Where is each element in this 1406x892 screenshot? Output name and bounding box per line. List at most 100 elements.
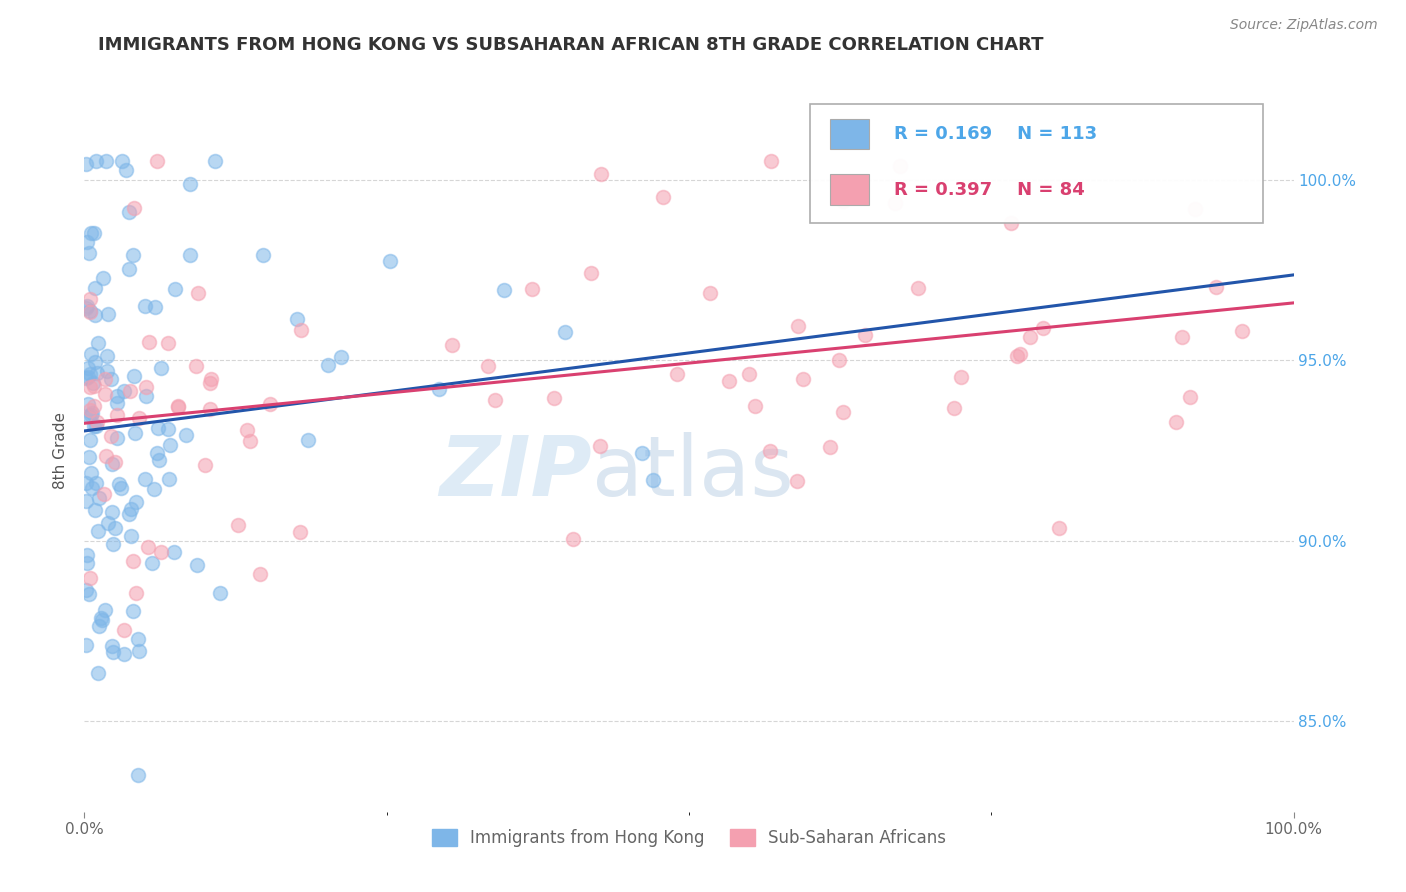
Point (122, 248, 145, 262)
Point (79, 433, 101, 447)
Point (554, 325, 576, 339)
Point (141, 556, 163, 570)
Point (285, 312, 308, 326)
Point (79, 409, 101, 423)
Point (138, 335, 160, 350)
Point (87, 665, 110, 680)
Point (80, 406, 103, 420)
Point (631, 446, 654, 460)
Point (759, 444, 782, 458)
Text: IMMIGRANTS FROM HONG KONG VS SUBSAHARAN AFRICAN 8TH GRADE CORRELATION CHART: IMMIGRANTS FROM HONG KONG VS SUBSAHARAN … (98, 36, 1043, 54)
Point (142, 482, 165, 496)
Point (112, 648, 135, 662)
Point (90, 611, 112, 625)
Point (97, 307, 120, 321)
Point (252, 247, 274, 261)
Point (83, 226, 105, 240)
Point (77, 361, 100, 376)
Point (79, 367, 101, 381)
Point (787, 319, 810, 334)
Point (1005, 349, 1028, 363)
Point (761, 154, 783, 169)
Point (121, 604, 143, 618)
Point (643, 473, 665, 487)
Point (853, 328, 876, 343)
Point (1047, 521, 1070, 535)
Point (135, 379, 157, 393)
Point (79, 403, 101, 417)
Point (699, 285, 721, 300)
Point (79, 305, 101, 319)
Point (96, 154, 118, 169)
Point (209, 586, 232, 600)
Point (148, 421, 170, 435)
Point (77, 586, 100, 600)
Point (115, 162, 138, 177)
Point (581, 266, 603, 280)
Point (118, 205, 141, 219)
Point (90, 613, 112, 627)
Point (110, 154, 132, 169)
Point (1205, 280, 1227, 294)
Point (77, 397, 100, 411)
Point (79, 227, 101, 241)
Point (1164, 416, 1187, 430)
Point (80, 466, 103, 480)
Point (83, 418, 105, 433)
Point (79, 571, 101, 585)
Point (831, 405, 853, 419)
Point (125, 586, 148, 600)
Point (156, 422, 179, 436)
FancyBboxPatch shape (810, 103, 1264, 223)
Point (949, 369, 972, 384)
Point (1000, 215, 1022, 229)
Text: R = 0.169    N = 113: R = 0.169 N = 113 (894, 125, 1098, 143)
Point (100, 429, 122, 443)
Point (124, 369, 146, 384)
Point (236, 423, 259, 437)
Point (166, 399, 188, 413)
Point (194, 458, 217, 472)
Point (84, 475, 107, 490)
Point (737, 367, 759, 381)
Point (1171, 330, 1194, 344)
Point (94, 449, 117, 463)
Point (589, 439, 612, 453)
Point (1019, 329, 1042, 343)
Point (101, 537, 124, 551)
Point (187, 285, 209, 300)
Point (100, 372, 122, 386)
Point (149, 545, 172, 559)
Point (150, 360, 173, 375)
Point (75, 582, 97, 597)
Point (249, 566, 271, 581)
Point (101, 506, 124, 520)
Point (128, 643, 150, 657)
Point (93, 487, 115, 501)
Point (79, 380, 101, 394)
Point (124, 425, 146, 440)
Point (84, 308, 107, 322)
Point (76, 548, 98, 562)
Point (86, 415, 108, 429)
Point (80, 408, 103, 422)
Point (179, 248, 201, 262)
Point (97, 516, 120, 530)
Point (127, 632, 149, 646)
Point (101, 458, 124, 472)
Point (198, 401, 221, 416)
Point (75, 494, 97, 508)
Point (94, 387, 117, 401)
Point (143, 300, 166, 314)
Point (86, 336, 108, 351)
Point (83, 379, 105, 393)
Point (127, 768, 149, 782)
Point (889, 160, 911, 174)
Point (259, 397, 281, 411)
Point (828, 352, 851, 367)
Y-axis label: 8th Grade: 8th Grade (53, 412, 69, 489)
Point (329, 350, 352, 364)
Text: Source: ZipAtlas.com: Source: ZipAtlas.com (1230, 18, 1378, 32)
Point (108, 477, 131, 491)
Point (120, 529, 142, 543)
